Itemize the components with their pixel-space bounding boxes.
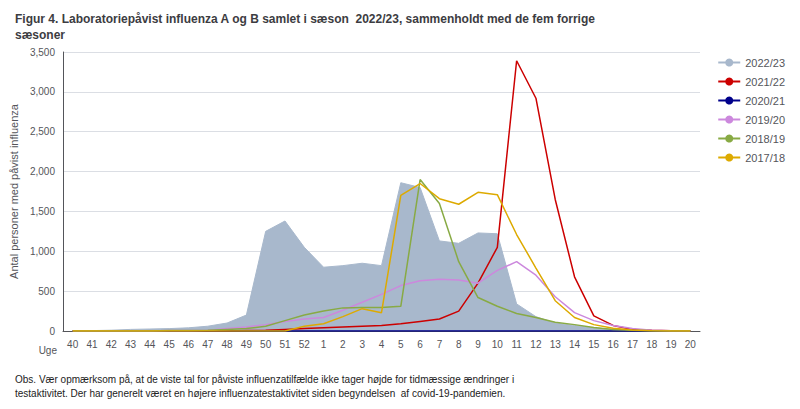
svg-text:2019/20: 2019/20	[745, 114, 785, 126]
svg-text:45: 45	[164, 339, 176, 350]
svg-text:testaktivitet. Der har generel: testaktivitet. Der har generelt været en…	[15, 388, 505, 399]
svg-text:2: 2	[340, 339, 346, 350]
svg-text:5: 5	[398, 339, 404, 350]
svg-text:9: 9	[475, 339, 481, 350]
svg-text:20: 20	[685, 339, 697, 350]
svg-text:500: 500	[38, 286, 55, 297]
svg-text:46: 46	[183, 339, 195, 350]
svg-text:12: 12	[530, 339, 542, 350]
svg-text:2017/18: 2017/18	[745, 152, 785, 164]
svg-text:17: 17	[627, 339, 639, 350]
svg-text:Uge: Uge	[39, 345, 58, 356]
svg-text:1: 1	[321, 339, 327, 350]
svg-text:18: 18	[646, 339, 658, 350]
svg-text:50: 50	[260, 339, 272, 350]
svg-text:2,500: 2,500	[30, 126, 55, 137]
svg-text:Obs. Vær opmærksom på, at de v: Obs. Vær opmærksom på, at de viste tal f…	[15, 374, 514, 385]
svg-text:2018/19: 2018/19	[745, 133, 785, 145]
svg-text:51: 51	[279, 339, 291, 350]
svg-text:16: 16	[608, 339, 620, 350]
svg-text:7: 7	[437, 339, 443, 350]
svg-text:47: 47	[202, 339, 214, 350]
svg-text:3: 3	[359, 339, 365, 350]
svg-text:11: 11	[511, 339, 522, 350]
svg-text:13: 13	[550, 339, 562, 350]
svg-text:sæsoner: sæsoner	[15, 28, 65, 42]
svg-text:1,500: 1,500	[30, 206, 55, 217]
svg-text:52: 52	[299, 339, 311, 350]
svg-text:Figur 4. Laboratoriepåvist inf: Figur 4. Laboratoriepåvist influenza A o…	[15, 12, 595, 26]
svg-text:3,500: 3,500	[30, 47, 55, 58]
svg-text:1,000: 1,000	[30, 246, 55, 257]
svg-text:6: 6	[417, 339, 423, 350]
svg-text:2,000: 2,000	[30, 166, 55, 177]
svg-text:43: 43	[125, 339, 137, 350]
svg-text:14: 14	[569, 339, 581, 350]
svg-text:Antal personer med påvist infl: Antal personer med påvist influenza	[8, 103, 20, 279]
svg-text:19: 19	[665, 339, 677, 350]
svg-text:10: 10	[492, 339, 504, 350]
svg-text:0: 0	[49, 326, 55, 337]
svg-text:41: 41	[86, 339, 98, 350]
svg-text:40: 40	[67, 339, 79, 350]
svg-text:15: 15	[588, 339, 600, 350]
svg-text:2022/23: 2022/23	[745, 57, 785, 69]
svg-text:8: 8	[456, 339, 462, 350]
svg-text:42: 42	[106, 339, 118, 350]
svg-text:3,000: 3,000	[30, 86, 55, 97]
svg-text:2020/21: 2020/21	[745, 95, 785, 107]
svg-text:2021/22: 2021/22	[745, 76, 785, 88]
svg-text:49: 49	[241, 339, 253, 350]
svg-text:44: 44	[144, 339, 156, 350]
svg-text:4: 4	[379, 339, 385, 350]
svg-text:48: 48	[222, 339, 234, 350]
